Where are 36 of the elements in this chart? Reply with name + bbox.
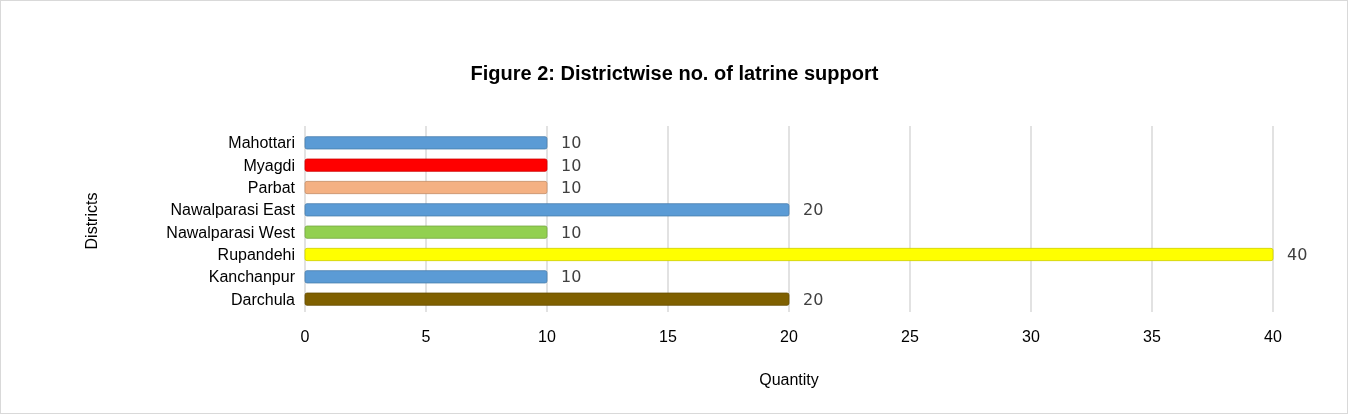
data-label: 20 [803,289,824,309]
x-tick-label: 5 [421,328,431,345]
y-tick-label: Mahottari [228,134,295,152]
y-axis-title: Districts [83,192,100,250]
data-label: 10 [561,133,582,153]
data-label: 20 [803,200,824,220]
x-tick-label: 25 [901,328,919,345]
y-tick-label: Parbat [247,179,296,196]
y-tick-label: Rupandehi [217,246,295,263]
x-tick-label: 15 [659,328,677,345]
x-tick-label: 0 [300,328,310,345]
x-axis-title: Quantity [759,371,819,388]
x-tick-label: 10 [538,328,556,345]
data-label: 10 [561,267,582,287]
data-label: 10 [561,222,582,242]
x-tick-label: 35 [1143,328,1161,345]
x-tick-label: 20 [780,328,798,345]
bar [304,180,548,195]
bar [304,270,548,284]
data-label: 10 [561,155,582,175]
bar [304,203,790,217]
y-tick-label: Myagdi [243,156,295,174]
chart-title: Figure 2: Districtwise no. of latrine support [470,62,879,84]
data-label: 40 [1287,245,1308,264]
bar [304,247,1274,262]
bar [304,292,790,306]
bar [304,158,548,172]
x-tick-label: 30 [1022,328,1040,345]
y-tick-label: Nawalparasi West [166,223,296,241]
bar [304,225,548,239]
x-tick-label: 40 [1264,328,1282,345]
y-tick-label: Kanchanpur [208,268,296,286]
bar [304,136,548,150]
data-label: 10 [561,178,582,197]
y-tick-label: Darchula [230,290,296,308]
y-tick-label: Nawalparasi East [170,201,296,219]
